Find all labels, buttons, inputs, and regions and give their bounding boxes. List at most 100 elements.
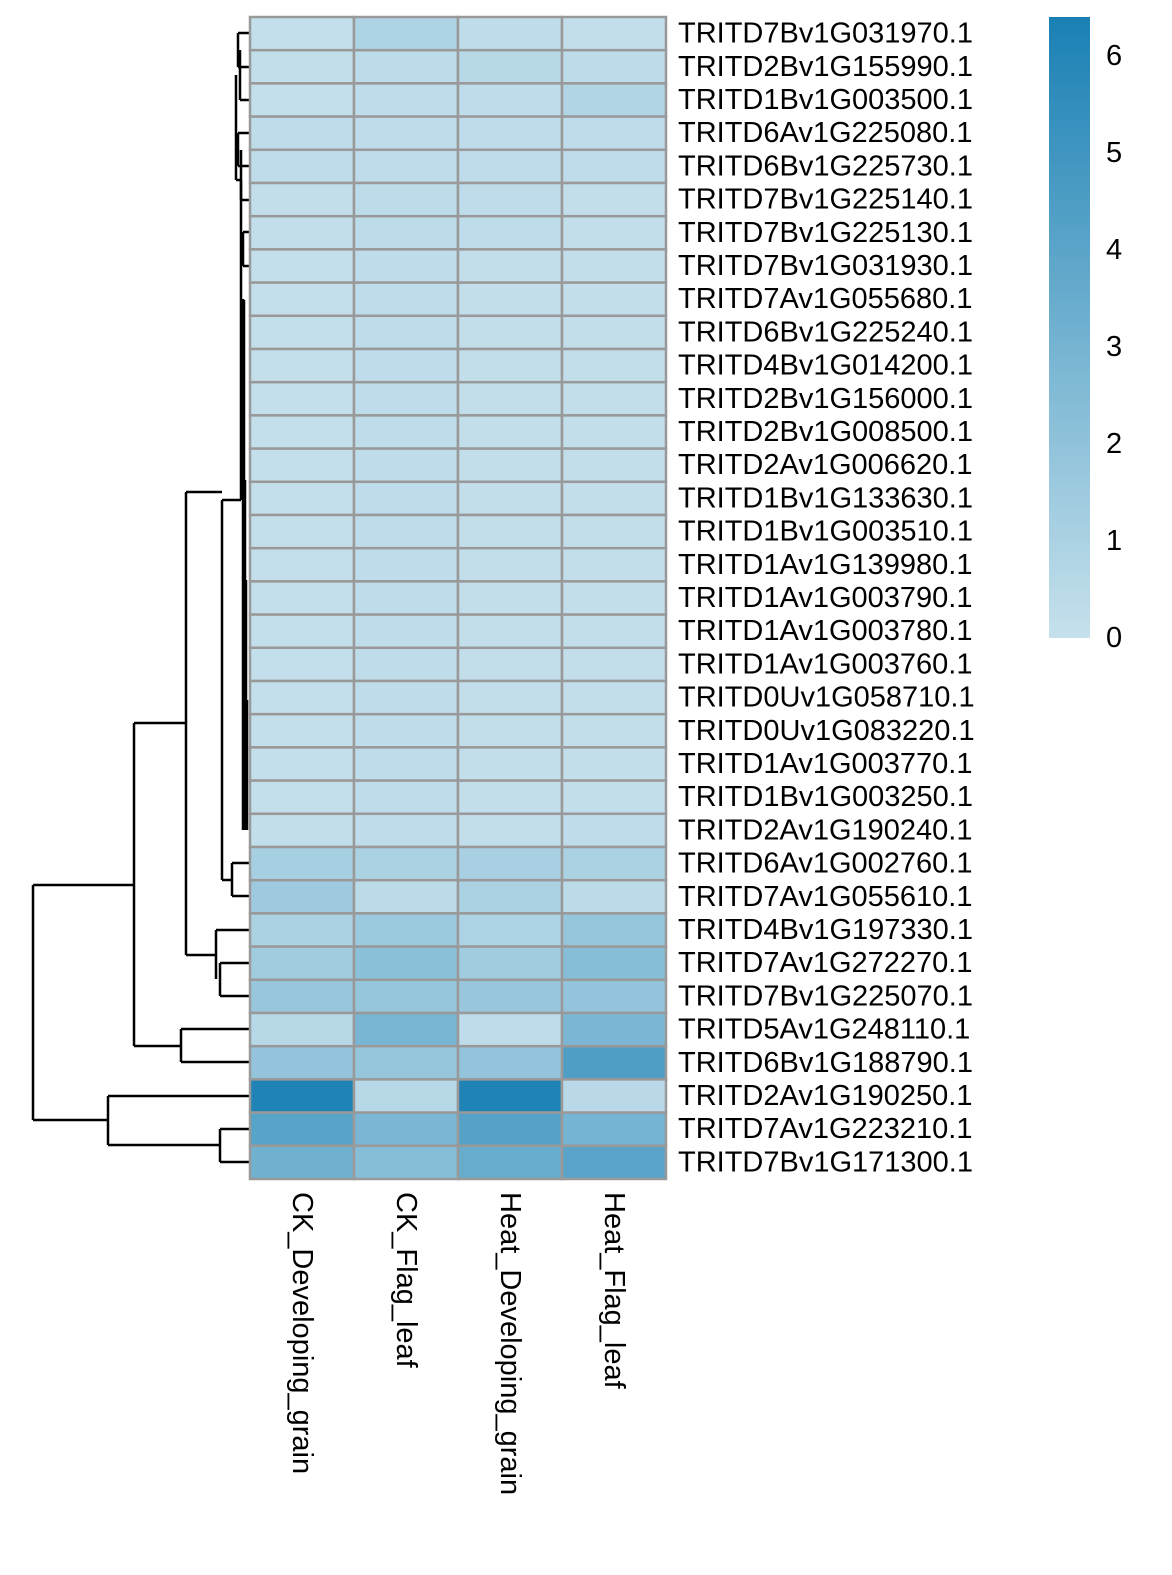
heatmap-cell xyxy=(560,1011,668,1048)
heatmap-cell xyxy=(560,679,668,716)
heatmap-cell xyxy=(560,580,668,616)
heatmap-cell xyxy=(456,679,564,716)
colorbar: 0 1 2 3 4 5 6 xyxy=(1049,17,1122,654)
heatmap-cell xyxy=(456,845,564,882)
heatmap-cell xyxy=(560,82,668,118)
heatmap-cell xyxy=(248,314,356,351)
colorbar-ticks: 0 1 2 3 4 5 6 xyxy=(1106,40,1122,654)
row-label: TRITD4Bv1G014200.1 xyxy=(678,350,973,382)
row-label: TRITD2Av1G006620.1 xyxy=(678,449,972,481)
heatmap-cell xyxy=(248,48,356,85)
heatmap-cell xyxy=(456,281,564,318)
heatmap-cell xyxy=(248,912,356,948)
heatmap-cell xyxy=(248,1111,356,1148)
row-label: TRITD6Bv1G188790.1 xyxy=(678,1047,973,1079)
heatmap-cell xyxy=(248,978,356,1015)
heatmap-cell xyxy=(456,878,564,915)
colorbar-gradient xyxy=(1049,17,1090,638)
heatmap-cell xyxy=(456,912,564,948)
heatmap-cell xyxy=(352,1144,460,1181)
heatmap-cell xyxy=(560,1044,668,1081)
heatmap-cell xyxy=(352,812,460,849)
heatmap-cell xyxy=(456,414,564,450)
heatmap-cell xyxy=(456,1011,564,1048)
heatmap-cell xyxy=(352,414,460,450)
heatmap-cell xyxy=(352,1044,460,1081)
row-labels: TRITD7Bv1G031970.1TRITD2Bv1G155990.1TRIT… xyxy=(678,18,975,1179)
heatmap-cell xyxy=(352,978,460,1015)
heatmap-cell xyxy=(248,380,356,417)
heatmap-cell xyxy=(248,845,356,882)
heatmap-cell xyxy=(248,447,356,484)
column-label: Heat_Developing_grain xyxy=(494,1192,526,1495)
heatmap-cell xyxy=(352,513,460,550)
heatmap-cell xyxy=(560,347,668,384)
heatmap-cell xyxy=(456,513,564,550)
row-label: TRITD1Bv1G003510.1 xyxy=(678,516,973,548)
colorbar-tick-label: 2 xyxy=(1106,428,1122,460)
row-label: TRITD2Bv1G008500.1 xyxy=(678,416,973,448)
heatmap-cell xyxy=(456,181,564,218)
heatmap-cell xyxy=(560,1111,668,1148)
heatmap-cell xyxy=(456,15,564,52)
heatmap-cell xyxy=(248,1078,356,1114)
column-labels: CK_Developing_grain CK_Flag_leaf Heat_Deve… xyxy=(286,1192,630,1495)
heatmap-cell xyxy=(560,613,668,650)
heatmap-cell xyxy=(248,812,356,849)
heatmap-cell xyxy=(560,1144,668,1181)
column-label: CK_Developing_grain xyxy=(286,1192,318,1474)
row-label: TRITD6Av1G002760.1 xyxy=(678,848,972,880)
row-label: TRITD1Bv1G003250.1 xyxy=(678,781,973,813)
heatmap-cell xyxy=(456,248,564,284)
heatmap-cell xyxy=(560,712,668,749)
heatmap-cell xyxy=(248,613,356,650)
row-label: TRITD1Bv1G003500.1 xyxy=(678,84,973,116)
heatmap-cell xyxy=(352,912,460,948)
heatmap-cell xyxy=(560,15,668,52)
heatmap-cell xyxy=(456,347,564,384)
heatmap-cell xyxy=(352,613,460,650)
colorbar-tick-label: 0 xyxy=(1106,622,1122,654)
row-label: TRITD7Bv1G171300.1 xyxy=(678,1146,973,1178)
heatmap-cell xyxy=(352,779,460,816)
heatmap-cell xyxy=(352,746,460,782)
heatmap-cell xyxy=(248,646,356,683)
heatmap-cell xyxy=(248,347,356,384)
row-label: TRITD1Av1G003760.1 xyxy=(678,648,972,680)
heatmap-cell xyxy=(456,746,564,782)
row-label: TRITD7Bv1G031930.1 xyxy=(678,250,973,282)
heatmap-cell xyxy=(560,248,668,284)
row-label: TRITD1Bv1G133630.1 xyxy=(678,482,973,514)
heatmap-cell xyxy=(352,248,460,284)
row-label: TRITD6Av1G225080.1 xyxy=(678,117,972,149)
heatmap-cell xyxy=(456,1144,564,1181)
heatmap-cell xyxy=(456,646,564,683)
heatmap-cell xyxy=(352,845,460,882)
heatmap-cell xyxy=(456,613,564,650)
row-label: TRITD7Bv1G225130.1 xyxy=(678,217,973,249)
heatmap-cell xyxy=(248,1044,356,1081)
row-label: TRITD5Av1G248110.1 xyxy=(678,1014,970,1046)
heatmap-cell xyxy=(560,978,668,1015)
heatmap-cell xyxy=(248,712,356,749)
row-label: TRITD0Uv1G058710.1 xyxy=(678,682,975,714)
heatmap-cell xyxy=(248,546,356,583)
colorbar-tick-label: 1 xyxy=(1106,525,1122,557)
heatmap-cell xyxy=(352,1011,460,1048)
heatmap-cell xyxy=(456,779,564,816)
heatmap-cell xyxy=(248,115,356,152)
row-label: TRITD4Bv1G197330.1 xyxy=(678,914,973,946)
row-label: TRITD7Bv1G225070.1 xyxy=(678,980,973,1012)
heatmap-cell xyxy=(560,779,668,816)
heatmap-cell xyxy=(456,945,564,982)
heatmap-cell xyxy=(248,15,356,52)
heatmap-cell xyxy=(456,480,564,517)
heatmap-cell xyxy=(560,414,668,450)
heatmap-cell xyxy=(560,878,668,915)
column-label: CK_Flag_leaf xyxy=(390,1192,422,1369)
heatmap-cell xyxy=(560,646,668,683)
row-label: TRITD2Bv1G156000.1 xyxy=(678,383,973,415)
heatmap-cell xyxy=(248,878,356,915)
heatmap-cell xyxy=(248,580,356,616)
